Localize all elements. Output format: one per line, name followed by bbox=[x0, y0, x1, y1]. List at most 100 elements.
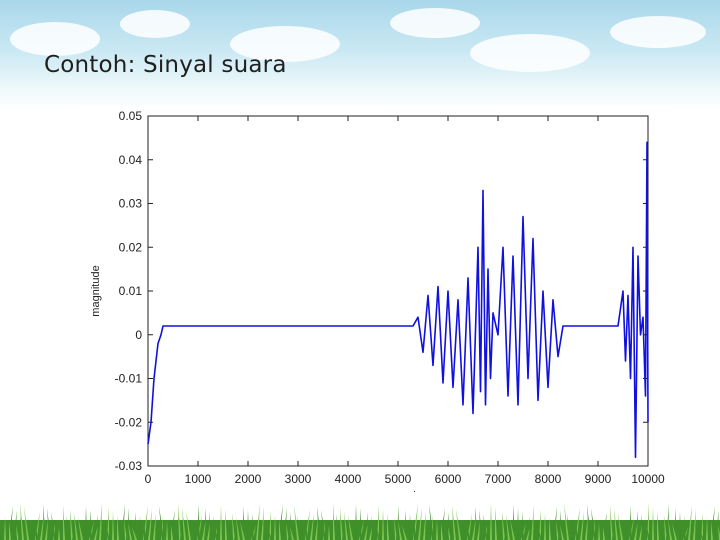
grass-blade bbox=[13, 510, 17, 540]
grass-blade bbox=[166, 521, 168, 540]
grass-blade bbox=[126, 508, 129, 540]
grass-blade bbox=[360, 508, 362, 540]
grass-blade bbox=[355, 504, 357, 540]
grass-blade bbox=[544, 513, 546, 540]
grass-blade bbox=[74, 513, 78, 540]
y-tick-label: -0.02 bbox=[115, 415, 143, 429]
grass-blade bbox=[661, 526, 665, 540]
grass-blade bbox=[58, 527, 60, 540]
y-tick-label: 0.02 bbox=[119, 240, 143, 254]
y-tick-label: 0.05 bbox=[119, 109, 143, 123]
grass-blade bbox=[477, 521, 480, 540]
grass-blade bbox=[414, 518, 416, 540]
grass-blade bbox=[679, 512, 681, 540]
grass-blade bbox=[614, 509, 618, 540]
grass-blade bbox=[234, 528, 237, 540]
grass-blade bbox=[132, 527, 137, 540]
grass-blade bbox=[225, 509, 227, 540]
grass-blade bbox=[263, 522, 267, 540]
y-axis-label: magnitude bbox=[90, 265, 102, 316]
y-tick-label: 0 bbox=[135, 328, 142, 342]
grass-blade bbox=[105, 522, 110, 540]
grass-blade bbox=[711, 521, 713, 540]
grass-blade bbox=[269, 511, 271, 540]
grass-blade bbox=[340, 507, 343, 540]
grass-blade bbox=[502, 511, 505, 540]
grass-blade bbox=[0, 535, 2, 540]
grass-blade bbox=[603, 527, 605, 540]
grass-blade bbox=[695, 524, 699, 540]
grass-blade bbox=[240, 521, 245, 540]
grass-blade bbox=[418, 507, 422, 540]
grass-blade bbox=[90, 510, 92, 540]
grass-blade bbox=[490, 503, 492, 540]
grass-blade bbox=[247, 510, 249, 540]
grass-blade bbox=[382, 509, 384, 540]
grass-blade bbox=[560, 525, 564, 540]
grass-blade bbox=[425, 526, 429, 540]
grass-blade bbox=[483, 514, 488, 540]
x-tick-label: 8000 bbox=[535, 472, 562, 486]
grass-blade bbox=[24, 507, 29, 540]
slide-title: Contoh: Sinyal suara bbox=[44, 52, 287, 78]
grass-blade bbox=[391, 528, 395, 540]
x-tick-label: 9000 bbox=[585, 472, 612, 486]
grass-blade bbox=[36, 526, 38, 540]
grass-blade bbox=[186, 511, 191, 540]
grass-blade bbox=[506, 515, 510, 540]
grass-blade bbox=[124, 519, 127, 540]
grass-blade bbox=[402, 525, 407, 540]
grass-blade bbox=[321, 510, 326, 540]
grass-blade bbox=[715, 510, 719, 540]
grass-blade bbox=[537, 524, 542, 540]
x-tick-label: 10000 bbox=[631, 472, 665, 486]
grass-blade bbox=[558, 510, 561, 540]
grass-blade bbox=[634, 521, 638, 540]
grass-blade bbox=[580, 511, 584, 540]
grass-blade bbox=[178, 503, 181, 540]
grass-blade bbox=[499, 522, 503, 540]
grass-blade bbox=[97, 514, 100, 540]
grass-blade bbox=[652, 507, 654, 540]
grass-blade bbox=[371, 516, 375, 540]
grass-blade bbox=[398, 521, 402, 540]
grass-blade bbox=[209, 512, 213, 540]
grass-blade bbox=[571, 518, 573, 540]
grass-blade bbox=[517, 508, 519, 540]
grass-blade bbox=[267, 526, 272, 540]
cloud-shape bbox=[230, 26, 340, 62]
grass-blade bbox=[232, 513, 235, 540]
grass-blade bbox=[672, 523, 677, 540]
grass-blade bbox=[639, 525, 642, 540]
grass-blade bbox=[429, 504, 434, 540]
grass-blade bbox=[4, 517, 6, 540]
grass-blade bbox=[128, 523, 132, 540]
grass-blade bbox=[180, 518, 183, 540]
grass-blade bbox=[313, 528, 316, 540]
grass-blade bbox=[99, 503, 102, 540]
grass-blade bbox=[85, 506, 87, 540]
grass-blade bbox=[205, 508, 208, 540]
grass-blade bbox=[207, 523, 210, 540]
grass-blade bbox=[94, 525, 98, 540]
grass-blade bbox=[301, 520, 303, 540]
cloud-shape bbox=[120, 10, 190, 38]
x-tick-label: 7000 bbox=[485, 472, 512, 486]
grass-blade bbox=[637, 510, 640, 540]
grass-blade bbox=[468, 528, 470, 540]
grass-blade bbox=[591, 508, 596, 540]
cloud-shape bbox=[610, 16, 706, 48]
cloud-shape bbox=[390, 8, 480, 38]
grass-blade bbox=[472, 517, 476, 540]
grass-blade bbox=[394, 517, 397, 540]
grass-blade bbox=[9, 521, 11, 540]
grass-blade bbox=[630, 506, 632, 540]
grass-blade bbox=[423, 511, 426, 540]
grass-blade bbox=[367, 512, 370, 540]
grass-blade bbox=[668, 519, 672, 540]
grass-blade bbox=[139, 516, 141, 540]
grass-blade bbox=[531, 505, 534, 540]
grass-blade bbox=[45, 519, 48, 540]
grass-blade bbox=[18, 514, 21, 540]
grass-blade bbox=[259, 518, 262, 540]
